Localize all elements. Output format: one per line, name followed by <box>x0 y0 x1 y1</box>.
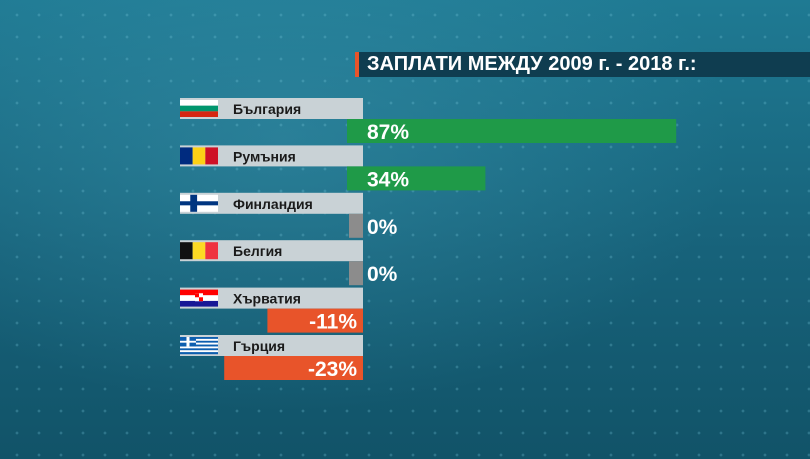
bar <box>347 166 486 191</box>
country-label-box <box>180 335 363 356</box>
country-label-box <box>180 98 363 119</box>
country-label: Белгия <box>233 243 282 259</box>
chart-row-5: Гърция -23% <box>180 335 363 381</box>
value-label: 87% <box>367 121 409 144</box>
belgium-flag-icon <box>180 242 218 260</box>
country-label-box <box>180 287 363 309</box>
croatia-flag-icon <box>180 289 218 307</box>
value-label: 0% <box>367 216 398 239</box>
country-label-box <box>180 192 363 214</box>
value-label: 34% <box>367 168 409 191</box>
country-label-box <box>180 145 363 167</box>
country-label: Румъния <box>233 148 296 164</box>
chart-title: ЗАПЛАТИ МЕЖДУ 2009 г. - 2018 г.: <box>355 52 810 77</box>
value-label: 0% <box>367 263 398 286</box>
finland-flag-icon <box>180 194 218 212</box>
country-label-box <box>180 240 363 262</box>
country-label: България <box>233 101 301 117</box>
bulgaria-flag-icon <box>180 100 218 117</box>
chart-row-4: Хърватия -11% <box>180 287 363 334</box>
greece-flag-icon <box>180 337 218 355</box>
romania-flag-icon <box>180 147 218 165</box>
chart-row-0: България 87% <box>180 98 677 144</box>
value-label: -23% <box>308 358 357 381</box>
country-label: Гърция <box>233 338 285 354</box>
chart-row-1: Румъния 34% <box>180 145 486 191</box>
bar <box>349 213 363 238</box>
chart-row-2: Финландия 0% <box>180 192 398 239</box>
bar <box>267 308 363 333</box>
bar <box>349 261 363 286</box>
value-label: -11% <box>309 311 357 334</box>
country-label: Финландия <box>233 196 313 212</box>
country-label: Хърватия <box>233 291 301 307</box>
bar <box>347 119 677 143</box>
bar <box>224 356 363 380</box>
chart-row-3: Белгия 0% <box>180 240 398 286</box>
